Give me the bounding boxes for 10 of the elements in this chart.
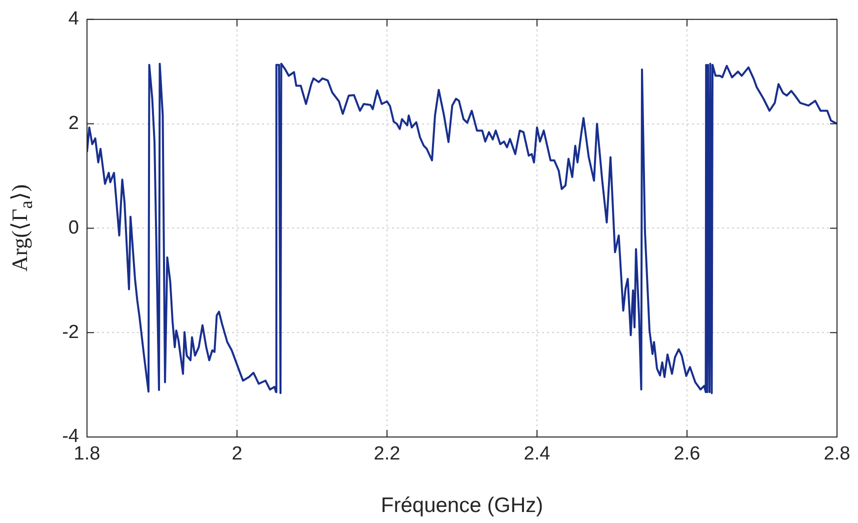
x-axis-title: Fréquence (GHz) [380,494,544,518]
x-tick-label: 2 [232,444,242,465]
x-tick-label: 2.4 [524,444,551,465]
y-tick-label: 4 [68,8,80,30]
y-tick-label: -2 [62,322,79,343]
y-tick-label: 2 [68,113,79,134]
y-tick-label: 0 [68,217,79,238]
x-tick-label: 2.8 [824,444,850,465]
x-tick-label: 2.2 [374,444,400,465]
x-tick-label: 2.6 [674,444,700,465]
